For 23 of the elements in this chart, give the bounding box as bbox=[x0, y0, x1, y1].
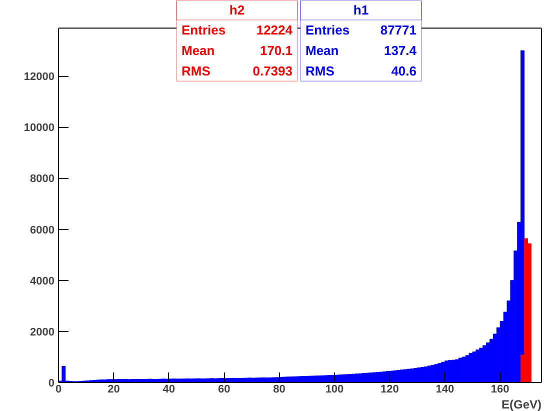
text: Mean 137.4 bbox=[306, 43, 417, 58]
x-axis-title: E(GeV) bbox=[501, 398, 542, 411]
x-tick-label: 140 bbox=[436, 384, 454, 396]
text: Mean 170.1 bbox=[182, 43, 293, 58]
x-tick-label: 120 bbox=[380, 384, 399, 396]
y-tick-label: 12000 bbox=[24, 71, 55, 84]
text: h2 bbox=[229, 2, 245, 18]
x-tick-label: 60 bbox=[218, 384, 230, 396]
text: Entries 12224 bbox=[182, 22, 293, 38]
y-tick-label: 8000 bbox=[30, 173, 55, 186]
x-tick-label: 20 bbox=[108, 384, 120, 396]
y-tick-label: 6000 bbox=[30, 224, 55, 236]
x-tick-label: 160 bbox=[490, 384, 510, 396]
y-tick-label: 2000 bbox=[30, 326, 55, 338]
y-tick-label: 10000 bbox=[24, 122, 55, 134]
text: RMS 40.6 bbox=[306, 63, 417, 78]
x-tick-label: 100 bbox=[325, 384, 344, 396]
y-tick-label: 4000 bbox=[30, 275, 55, 288]
text: Entries 87771 bbox=[306, 22, 417, 38]
x-tick-label: 80 bbox=[273, 384, 286, 396]
text: RMS 0.7393 bbox=[182, 63, 293, 78]
x-tick-label: 40 bbox=[162, 384, 176, 396]
text: h1 bbox=[353, 2, 369, 18]
